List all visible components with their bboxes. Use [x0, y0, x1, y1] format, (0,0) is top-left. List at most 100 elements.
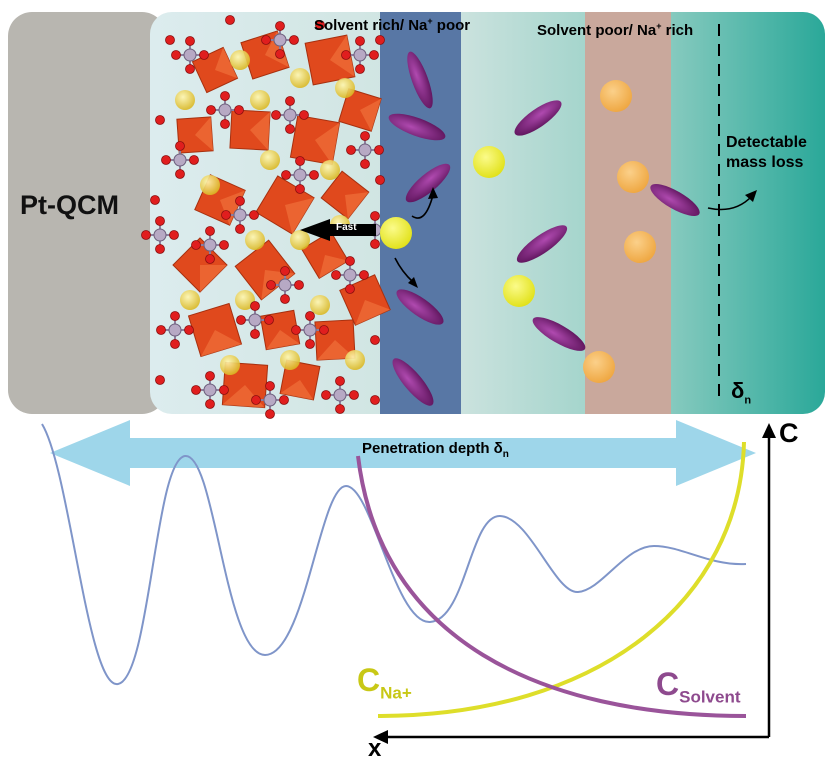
- electrode-label: Pt-QCM: [20, 190, 119, 220]
- penetration-depth-symbol: δn: [731, 378, 752, 407]
- framework-phosphorus-site: [203, 238, 217, 252]
- fe-octahedron-face: [265, 30, 290, 68]
- framework-phosphorus-site: [203, 383, 217, 397]
- fe-octahedron-face: [280, 379, 314, 400]
- distance-axis-label: x: [368, 735, 382, 762]
- framework-sodium-site: [250, 90, 270, 110]
- framework-phosphorus-site: [343, 268, 357, 282]
- solvent-molecule: [392, 358, 434, 406]
- framework-oxygen-site: [249, 210, 259, 220]
- framework-sodium-site: [220, 355, 240, 375]
- framework-phosphorus-site: [153, 228, 167, 242]
- solvent-molecule: [650, 183, 700, 217]
- framework-oxygen-site: [291, 325, 301, 335]
- distance-axis-arrowhead: [373, 730, 388, 744]
- framework-oxygen-site: [220, 91, 230, 101]
- sodium-curve-label: CNa+: [357, 662, 412, 703]
- framework-phosphorus-site: [248, 313, 262, 327]
- curved-arrow-head: [408, 277, 418, 288]
- framework-oxygen-site: [375, 175, 385, 185]
- curved-arrow-head: [745, 190, 757, 202]
- sodium-ion: [380, 217, 412, 249]
- sodium-ion: [473, 146, 505, 178]
- solvent-molecule: [388, 113, 446, 141]
- framework-sodium-site: [290, 230, 310, 250]
- framework-oxygen-site: [341, 50, 351, 60]
- framework-sodium-site: [280, 350, 300, 370]
- solvent-molecule: [405, 163, 451, 203]
- framework-oxygen-site: [150, 195, 160, 205]
- framework-oxygen-site: [289, 35, 299, 45]
- framework-sodium-site: [180, 290, 200, 310]
- framework-oxygen-site: [235, 196, 245, 206]
- framework-oxygen-site: [141, 230, 151, 240]
- framework-oxygen-site: [335, 376, 345, 386]
- framework-phosphorus-site: [273, 33, 287, 47]
- framework-oxygen-site: [331, 270, 341, 280]
- fe-octahedron-face: [200, 265, 227, 292]
- fe-octahedron-face: [345, 192, 369, 219]
- solvent-molecule: [407, 51, 433, 109]
- sodium-ion: [503, 275, 535, 307]
- framework-phosphorus-site: [333, 388, 347, 402]
- framework-oxygen-site: [191, 240, 201, 250]
- framework-phosphorus-site: [233, 208, 247, 222]
- sodium-concentration-curve: [377, 441, 746, 718]
- framework-oxygen-site: [355, 64, 365, 74]
- framework-phosphorus-site: [168, 323, 182, 337]
- framework-oxygen-site: [349, 390, 359, 400]
- framework-oxygen-site: [315, 20, 325, 30]
- fe-octahedron-face: [360, 98, 382, 132]
- framework-oxygen-site: [345, 284, 355, 294]
- framework-oxygen-site: [265, 409, 275, 419]
- solvent-poor-band: [585, 12, 671, 414]
- framework-oxygen-site: [191, 385, 201, 395]
- solvent-rich-label: Solvent rich/ Na+ poor: [314, 16, 471, 34]
- framework-oxygen-site: [155, 115, 165, 125]
- fe-octahedron-face: [285, 197, 315, 235]
- framework-oxygen-site: [189, 155, 199, 165]
- fe-octahedron-face: [315, 122, 340, 165]
- framework-oxygen-site: [185, 36, 195, 46]
- framework-oxygen-site: [205, 254, 215, 264]
- framework-oxygen-site: [359, 270, 369, 280]
- curved-arrow: [411, 194, 434, 219]
- framework-oxygen-site: [170, 311, 180, 321]
- framework-oxygen-site: [370, 239, 380, 249]
- framework-oxygen-site: [375, 35, 385, 45]
- framework-sodium-site: [200, 175, 220, 195]
- framework-oxygen-site: [205, 226, 215, 236]
- framework-oxygen-site: [374, 145, 384, 155]
- framework-oxygen-site: [155, 216, 165, 226]
- framework-oxygen-site: [294, 280, 304, 290]
- framework-sodium-site: [245, 230, 265, 250]
- framework-oxygen-site: [235, 224, 245, 234]
- framework-oxygen-site: [250, 329, 260, 339]
- fe-octahedron-face: [266, 330, 300, 350]
- framework-oxygen-site: [236, 315, 246, 325]
- fe-octahedron-face: [355, 300, 391, 326]
- framework-oxygen-site: [370, 335, 380, 345]
- fe-octahedron-face: [200, 330, 242, 357]
- solvent-molecule: [514, 100, 562, 136]
- solvent-molecule: [516, 225, 568, 263]
- framework-oxygen-site: [345, 256, 355, 266]
- detectable-mass-loss-label: Detectable mass loss: [726, 134, 807, 171]
- framework-oxygen-site: [370, 211, 380, 221]
- framework-oxygen-site: [285, 96, 295, 106]
- framework-oxygen-site: [250, 301, 260, 311]
- framework-oxygen-site: [155, 375, 165, 385]
- fe-octahedron-face: [250, 111, 271, 151]
- framework-oxygen-site: [221, 210, 231, 220]
- solvent-molecule: [532, 317, 586, 351]
- framework-oxygen-site: [169, 230, 179, 240]
- framework-oxygen-site: [266, 280, 276, 290]
- sodium-ion: [624, 231, 656, 263]
- framework-oxygen-site: [275, 21, 285, 31]
- framework-oxygen-site: [281, 170, 291, 180]
- framework-phosphorus-site: [173, 153, 187, 167]
- curved-arrow: [707, 195, 753, 211]
- framework-sodium-site: [335, 78, 355, 98]
- framework-oxygen-site: [205, 399, 215, 409]
- solvent-poor-label: Solvent poor/ Na+ rich: [537, 21, 694, 39]
